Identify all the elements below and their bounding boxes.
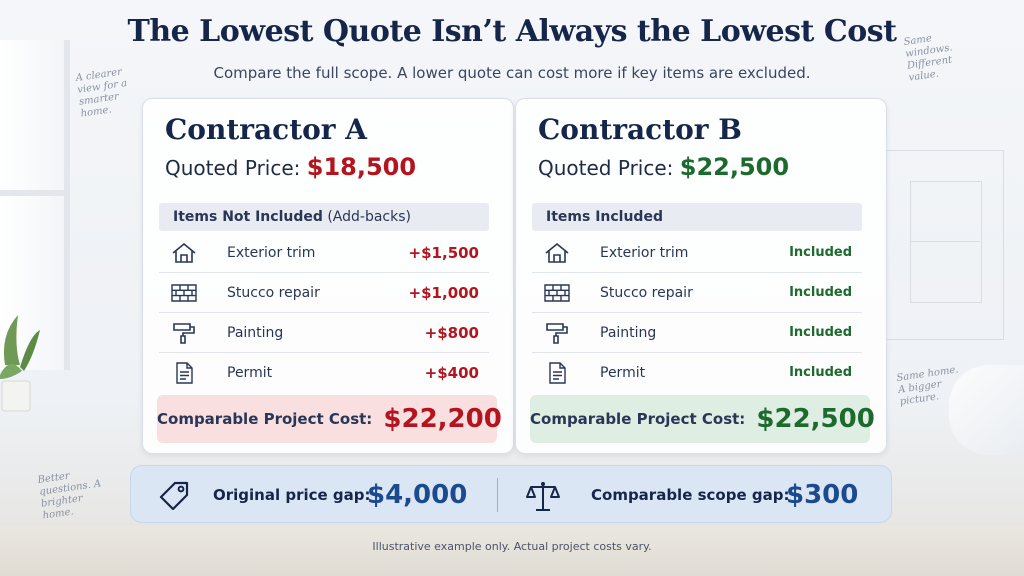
paint-roller-icon xyxy=(546,323,568,344)
item-label: Painting xyxy=(227,325,284,341)
contractor-b-quoted-price: Quoted Price: $22,500 xyxy=(538,153,789,181)
plant-icon xyxy=(0,315,40,412)
brick-icon xyxy=(171,284,197,302)
page-subtitle: Compare the full scope. A lower quote ca… xyxy=(213,64,811,82)
list-item: Exterior trim Included xyxy=(532,233,862,273)
comparable-scope-gap-value: $300 xyxy=(786,480,859,510)
item-label: Permit xyxy=(227,365,273,381)
contractor-b-card: Contractor B Quoted Price: $22,500 Items… xyxy=(515,98,887,454)
section-title: Items Not Included xyxy=(173,209,323,225)
list-item: Stucco repair Included xyxy=(532,273,862,313)
list-item: Stucco repair +$1,000 xyxy=(159,273,489,313)
contractor-a-name: Contractor A xyxy=(165,113,368,146)
comparable-cost-value: $22,500 xyxy=(756,404,875,434)
handwritten-note-bottom-left: Better questions. A brighter home. xyxy=(37,470,102,522)
item-label: Stucco repair xyxy=(227,285,320,301)
comparable-cost-value: $22,200 xyxy=(383,404,502,434)
house-icon xyxy=(172,242,196,263)
items-included-header: Items Included xyxy=(532,203,862,231)
price-tag-icon xyxy=(159,481,189,511)
item-value: +$1,000 xyxy=(408,284,479,302)
list-item: Painting Included xyxy=(532,313,862,353)
blueprint-roll xyxy=(949,365,1024,455)
contractor-a-item-list: Exterior trim +$1,500 Stucco repair +$1,… xyxy=(159,233,489,393)
contractor-b-item-list: Exterior trim Included Stucco repair Inc… xyxy=(532,233,862,393)
contractor-b-comparable-cost: Comparable Project Cost: $22,500 xyxy=(530,395,875,443)
original-price-gap-label: Original price gap: xyxy=(213,486,371,504)
contractor-a-card: Contractor A Quoted Price: $18,500 Items… xyxy=(142,98,514,454)
comparable-cost-label: Comparable Project Cost: xyxy=(530,410,746,428)
original-price-gap-value: $4,000 xyxy=(367,480,468,510)
item-value: Included xyxy=(789,285,852,300)
price-gap-summary: Original price gap: $4,000 Comparable sc… xyxy=(130,465,892,523)
contractor-b-price-value: $22,500 xyxy=(679,153,790,181)
item-label: Exterior trim xyxy=(600,245,689,261)
window-sketch xyxy=(884,150,1004,340)
section-note: (Add-backs) xyxy=(327,209,411,225)
paint-roller-icon xyxy=(173,323,195,344)
balance-scale-icon xyxy=(526,482,560,511)
document-icon xyxy=(176,362,193,384)
item-value: +$800 xyxy=(424,324,479,342)
item-label: Stucco repair xyxy=(600,285,693,301)
divider xyxy=(497,478,498,512)
page-title: The Lowest Quote Isn’t Always the Lowest… xyxy=(127,14,897,49)
items-not-included-header: Items Not Included (Add-backs) xyxy=(159,203,489,231)
contractor-a-quoted-price: Quoted Price: $18,500 xyxy=(165,153,416,181)
item-label: Painting xyxy=(600,325,657,341)
item-value: Included xyxy=(789,245,852,260)
contractor-a-comparable-cost: Comparable Project Cost: $22,200 xyxy=(157,395,502,443)
list-item: Permit +$400 xyxy=(159,353,489,393)
comparable-scope-gap-label: Comparable scope gap: xyxy=(591,486,790,504)
contractor-b-name: Contractor B xyxy=(538,113,742,146)
brick-icon xyxy=(544,284,570,302)
list-item: Painting +$800 xyxy=(159,313,489,353)
comparable-cost-label: Comparable Project Cost: xyxy=(157,410,373,428)
item-value: Included xyxy=(789,325,852,340)
item-value: +$1,500 xyxy=(408,244,479,262)
document-icon xyxy=(549,362,566,384)
disclaimer: Illustrative example only. Actual projec… xyxy=(372,540,652,553)
section-title: Items Included xyxy=(546,209,663,225)
quoted-price-label: Quoted Price: xyxy=(165,156,301,180)
quoted-price-label: Quoted Price: xyxy=(538,156,674,180)
table-surface xyxy=(0,526,1024,576)
list-item: Exterior trim +$1,500 xyxy=(159,233,489,273)
list-item: Permit Included xyxy=(532,353,862,393)
background-window xyxy=(0,40,70,370)
contractor-a-price-value: $18,500 xyxy=(306,153,417,181)
item-value: +$400 xyxy=(424,364,479,382)
item-value: Included xyxy=(789,365,852,380)
house-icon xyxy=(545,242,569,263)
item-label: Exterior trim xyxy=(227,245,316,261)
item-label: Permit xyxy=(600,365,646,381)
